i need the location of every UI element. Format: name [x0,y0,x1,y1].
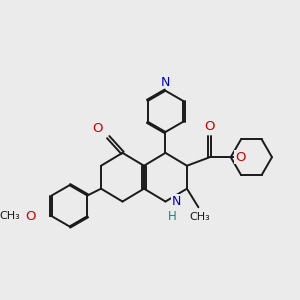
Text: O: O [205,120,215,134]
Text: N: N [161,76,170,89]
Text: N: N [172,195,181,208]
Text: O: O [26,210,36,223]
Text: CH₃: CH₃ [0,211,20,221]
Text: CH₃: CH₃ [189,212,210,222]
Text: H: H [167,210,176,223]
Text: O: O [92,122,103,135]
Text: O: O [235,151,245,164]
